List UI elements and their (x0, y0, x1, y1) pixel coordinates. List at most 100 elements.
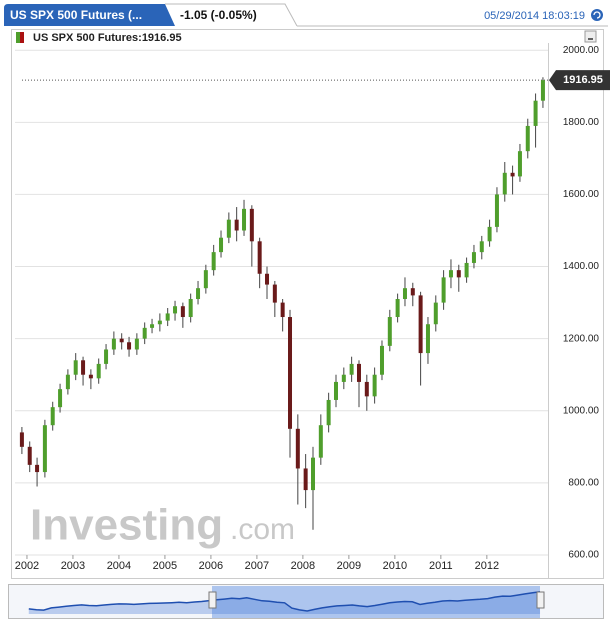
x-tick-label: 2007 (245, 560, 269, 572)
timestamp: 05/29/2014 18:03:19 (484, 10, 585, 22)
candle-body (134, 338, 139, 350)
candle-body (456, 270, 461, 278)
candle-body (295, 428, 300, 469)
candle-body (402, 288, 407, 299)
x-tick-label: 2011 (429, 560, 453, 572)
x-tick-label: 2005 (153, 560, 177, 572)
navigator-handle[interactable] (208, 591, 217, 609)
candle-body (211, 252, 216, 271)
candle-body (494, 194, 499, 227)
x-tick-label: 2012 (475, 560, 499, 572)
candle-body (333, 381, 338, 400)
candle-body (326, 399, 331, 426)
candle-body (88, 374, 93, 379)
navigator-handle[interactable] (536, 591, 545, 609)
candle-body (173, 306, 178, 314)
candle-body (242, 208, 247, 231)
candle-body (219, 237, 224, 253)
candle-body (318, 425, 323, 458)
candle-body (203, 270, 208, 289)
candle-body (510, 172, 515, 177)
y-tick-label: 1600.00 (563, 189, 600, 200)
y-tick-label: 600.00 (568, 550, 599, 561)
candle-body (157, 320, 162, 325)
candle-body (142, 327, 147, 339)
candle-body (265, 273, 270, 285)
candle-body (19, 432, 24, 447)
navigator-selection (212, 586, 540, 618)
candle-body (540, 80, 545, 101)
candle-body (479, 241, 484, 253)
tab-outline (165, 3, 298, 27)
watermark: Investing (30, 501, 223, 550)
x-tick-label: 2008 (291, 560, 315, 572)
navigator-line (28, 590, 541, 612)
candle-body (35, 464, 40, 473)
y-tick-label: 2000.00 (563, 45, 600, 56)
candle-body (42, 425, 47, 473)
candle-body (502, 172, 507, 195)
y-tick-label: 1000.00 (563, 405, 600, 416)
last-price-label: 1916.95 (563, 74, 603, 86)
candle-body (73, 360, 78, 375)
tab[interactable] (4, 4, 175, 26)
candle-body (165, 313, 170, 321)
candle-body (196, 288, 201, 299)
candle-body (65, 374, 70, 390)
candle-body (372, 374, 377, 397)
x-tick-label: 2006 (199, 560, 223, 572)
candle-body (487, 226, 492, 242)
candle-body (448, 270, 453, 278)
candle-body (303, 468, 308, 491)
legend-icon-down (20, 32, 24, 43)
candle-body (464, 262, 469, 278)
candle-body (533, 100, 538, 126)
refresh-icon (593, 11, 601, 19)
legend-label: US SPX 500 Futures:1916.95 (33, 32, 182, 44)
y-tick-label: 1400.00 (563, 261, 600, 272)
last-price-tag (549, 70, 610, 91)
candle-body (234, 219, 239, 231)
candle-body (379, 345, 384, 375)
candle-body (471, 252, 476, 263)
minimize-button[interactable] (584, 30, 597, 43)
candle-body (425, 324, 430, 354)
candle-body (349, 363, 354, 375)
candle-body (111, 338, 116, 350)
legend-icon-up (16, 32, 20, 43)
candle-body (341, 374, 346, 382)
candle-body (96, 363, 101, 379)
x-tick-label: 2004 (107, 560, 131, 572)
candle-body (441, 277, 446, 303)
candle-body (517, 151, 522, 177)
candle-body (525, 125, 530, 152)
candle-body (311, 457, 316, 491)
candle-body (356, 363, 361, 382)
candle-body (188, 299, 193, 318)
watermark-suffix: .com (230, 513, 295, 546)
candle-body (27, 446, 32, 465)
candle-body (50, 407, 55, 426)
tab-title[interactable]: US SPX 500 Futures (... (10, 8, 142, 22)
candle-body (364, 381, 369, 397)
change: -1.05 (-0.05%) (180, 8, 257, 22)
candle-body (387, 317, 392, 346)
candle-body (272, 284, 277, 303)
x-tick-label: 2002 (15, 560, 39, 572)
candle-body (257, 241, 262, 274)
candle-body (119, 338, 124, 343)
candle-body (395, 299, 400, 318)
refresh-button[interactable] (591, 9, 603, 21)
candle-body (418, 295, 423, 354)
x-tick-label: 2003 (61, 560, 85, 572)
candle-body (127, 342, 132, 350)
y-tick-label: 800.00 (568, 478, 599, 489)
candle-body (249, 208, 254, 242)
candle-body (150, 324, 155, 328)
chart-frame (11, 29, 604, 579)
candle-body (226, 219, 231, 238)
candle-body (104, 349, 109, 364)
x-tick-label: 2010 (383, 560, 407, 572)
candle-body (288, 317, 293, 429)
